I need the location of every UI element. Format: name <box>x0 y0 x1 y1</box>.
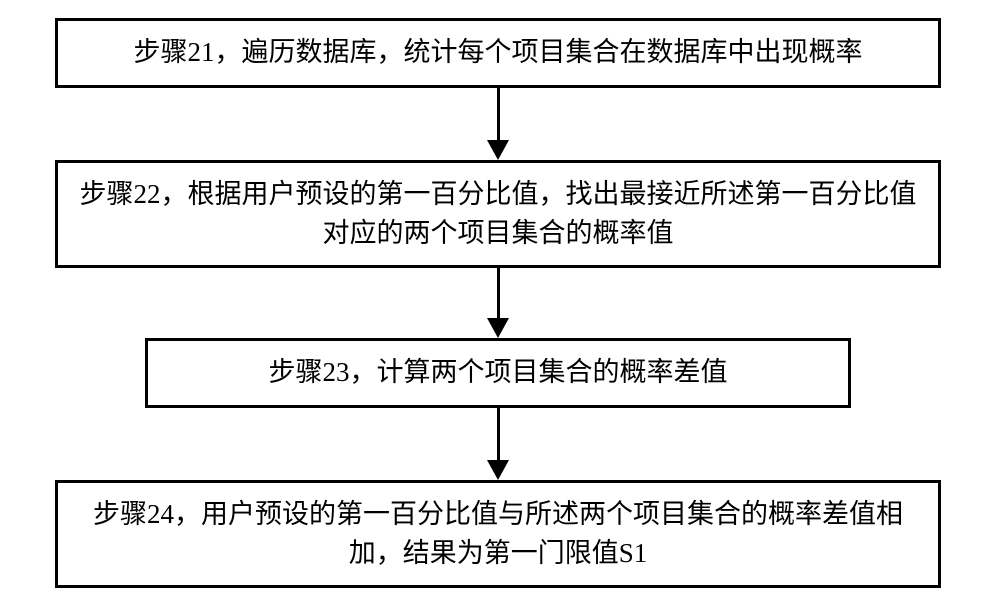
flow-arrow-line <box>497 268 500 318</box>
flow-arrow-head <box>487 140 509 160</box>
flow-node-step21: 步骤21，遍历数据库，统计每个项目集合在数据库中出现概率 <box>55 18 941 88</box>
flow-node-step22: 步骤22，根据用户预设的第一百分比值，找出最接近所述第一百分比值对应的两个项目集… <box>55 160 941 268</box>
flow-arrow-head <box>487 460 509 480</box>
flow-node-text: 步骤23，计算两个项目集合的概率差值 <box>168 353 828 392</box>
flow-arrow-line <box>497 88 500 140</box>
flow-node-text: 步骤21，遍历数据库，统计每个项目集合在数据库中出现概率 <box>78 33 918 72</box>
flowchart-canvas: 步骤21，遍历数据库，统计每个项目集合在数据库中出现概率 步骤22，根据用户预设… <box>0 0 1000 603</box>
flow-node-text: 步骤22，根据用户预设的第一百分比值，找出最接近所述第一百分比值对应的两个项目集… <box>78 175 918 253</box>
flow-arrow-head <box>487 318 509 338</box>
flow-node-step23: 步骤23，计算两个项目集合的概率差值 <box>145 338 851 408</box>
flow-node-step24: 步骤24，用户预设的第一百分比值与所述两个项目集合的概率差值相加，结果为第一门限… <box>55 480 941 588</box>
flow-node-text: 步骤24，用户预设的第一百分比值与所述两个项目集合的概率差值相加，结果为第一门限… <box>78 495 918 573</box>
flow-arrow-line <box>497 408 500 460</box>
